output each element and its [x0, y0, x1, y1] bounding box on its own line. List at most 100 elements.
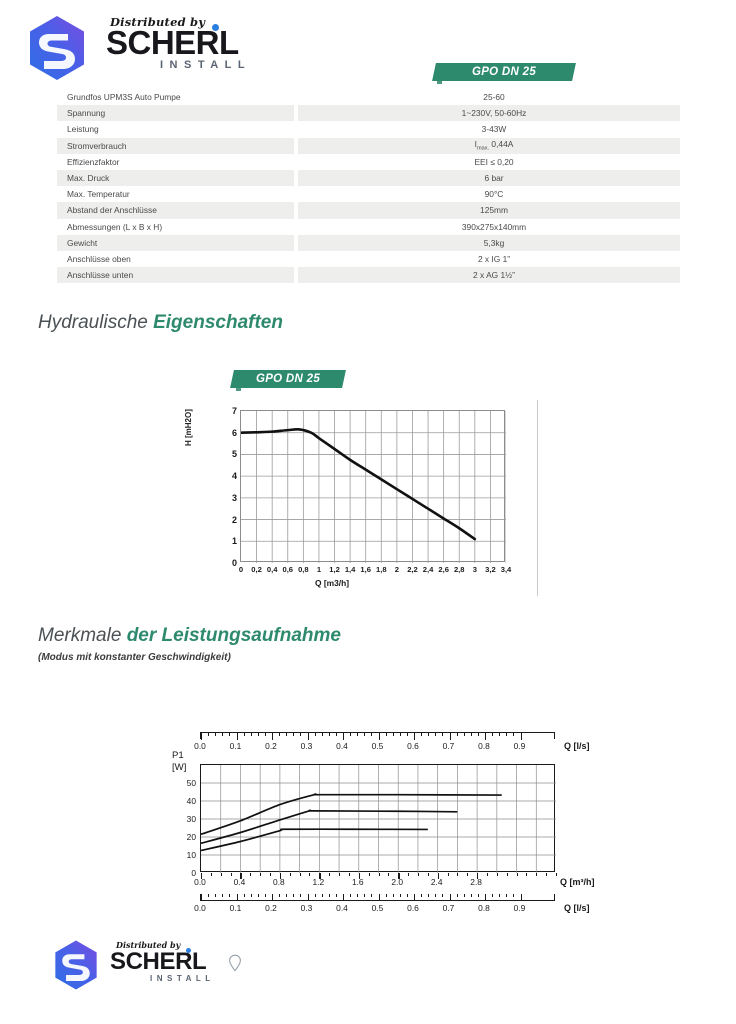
power-chart-xtick-ls: 0.9 — [513, 903, 526, 913]
scale-minor-tick — [428, 894, 429, 898]
hydraulic-chart-xtick: 2,4 — [422, 565, 434, 574]
power-chart-xtick-ls: 0.4 — [336, 741, 348, 751]
scale-minor-tick — [388, 873, 390, 876]
section-title-power-plain: Merkmale — [38, 625, 127, 646]
column-gap — [294, 250, 298, 268]
column-gap — [294, 186, 298, 203]
hydraulic-chart-xtick: 1,4 — [344, 565, 356, 574]
scale-minor-tick — [506, 873, 508, 876]
scale-major-tick — [201, 733, 203, 740]
hydraulic-chart-xtick: 1 — [316, 565, 322, 574]
scale-minor-tick — [215, 894, 216, 898]
scale-major-tick — [378, 733, 380, 740]
power-curve-path — [201, 828, 428, 852]
brand-logo: Distributed by SCHERL INSTALL — [26, 12, 286, 84]
scale-minor-tick — [435, 894, 437, 898]
scale-minor-tick — [406, 733, 408, 737]
scale-minor-tick — [492, 733, 493, 737]
scale-minor-tick — [421, 894, 422, 898]
scale-minor-tick — [385, 733, 387, 737]
scale-minor-tick — [293, 733, 295, 737]
scale-minor-tick — [421, 733, 422, 737]
scale-minor-tick — [378, 733, 380, 737]
table-row: Spannung 1~230V, 50-60Hz — [57, 105, 680, 122]
scale-minor-tick — [279, 894, 280, 898]
scale-minor-tick — [229, 733, 231, 737]
hydraulic-chart-canvas — [241, 411, 506, 563]
power-chart-xtick-ls: 0.0 — [194, 741, 206, 751]
column-gap — [294, 137, 298, 154]
scale-minor-tick — [513, 894, 515, 898]
scale-minor-tick — [215, 733, 216, 737]
scale-minor-tick — [358, 873, 360, 876]
scale-minor-tick — [243, 894, 245, 898]
power-chart-xtick-m3h: 0.0 — [194, 877, 206, 887]
table-row: Max. Temperatur 90°C — [57, 186, 680, 203]
scale-minor-tick — [417, 873, 419, 876]
spec-value: 2 x AG 1½” — [298, 267, 680, 284]
scale-minor-tick — [350, 733, 351, 737]
power-chart-xtick-ls: 0.0 — [194, 903, 206, 913]
spec-key: Effizienzfaktor — [67, 156, 120, 167]
spec-key: Max. Druck — [57, 169, 294, 187]
power-chart-w-label: [W] — [172, 762, 187, 773]
product-badge-header: GPO DN 25 — [432, 63, 576, 81]
scale-major-tick — [520, 894, 522, 901]
scale-minor-tick — [300, 894, 302, 898]
spec-key: Anschlüsse unten — [57, 267, 294, 284]
spec-value: Imax. 0,44A — [298, 137, 680, 154]
scale-major-tick — [485, 733, 487, 740]
scale-minor-tick — [321, 733, 323, 737]
scale-minor-tick — [477, 733, 479, 737]
scale-minor-tick — [428, 733, 429, 737]
scale-major-tick — [201, 894, 203, 901]
brand-wordmark: Distributed by SCHERL INSTALL — [92, 12, 292, 82]
spec-key: Grundfos UPM3S Auto Pumpe — [67, 92, 181, 103]
scale-minor-tick — [240, 873, 242, 876]
scale-minor-tick — [371, 733, 373, 737]
scale-minor-tick — [314, 733, 316, 737]
scale-minor-tick — [463, 733, 465, 737]
scherl-hexagon-logo-footer — [55, 940, 97, 990]
scale-minor-tick — [220, 873, 222, 876]
scale-minor-tick — [293, 894, 295, 898]
location-pin-icon — [229, 954, 241, 972]
hydraulic-chart-xtick: 1,8 — [376, 565, 387, 574]
scale-minor-tick — [442, 894, 444, 898]
power-chart-ls-unit: Q [l/s] — [564, 903, 590, 913]
power-chart-xtick-ls: 0.1 — [229, 741, 242, 751]
hydraulic-chart-ytick: 1 — [231, 536, 237, 547]
scale-minor-tick — [201, 733, 202, 737]
scale-minor-tick — [520, 894, 522, 898]
table-row: Effizienzfaktor EEI ≤ 0,20 — [57, 153, 680, 170]
scale-minor-tick — [286, 894, 287, 898]
spec-key: Max. Temperatur — [67, 189, 130, 200]
scale-minor-tick — [236, 894, 238, 898]
scale-minor-tick — [456, 733, 458, 737]
hydraulic-chart-xtick: 2,8 — [453, 565, 465, 574]
scale-major-tick — [272, 894, 274, 901]
scale-minor-tick — [208, 733, 209, 737]
scale-minor-tick — [286, 733, 287, 737]
power-chart-xtick-ls: 0.5 — [371, 741, 384, 751]
spec-key: Gewicht — [57, 234, 294, 251]
scale-minor-tick — [250, 873, 252, 876]
scale-minor-tick — [477, 894, 479, 898]
scale-minor-tick — [457, 873, 459, 876]
scale-minor-tick — [201, 894, 202, 898]
scale-minor-tick — [499, 894, 500, 898]
power-chart-top-unit: Q [l/s] — [564, 741, 590, 751]
scale-minor-tick — [406, 894, 408, 898]
table-row: Grundfos UPM3S Auto Pumpe 25-60 — [57, 89, 680, 106]
scale-minor-tick — [449, 733, 451, 737]
scale-minor-tick — [222, 894, 224, 898]
scale-minor-tick — [243, 733, 245, 737]
scale-minor-tick — [264, 894, 266, 898]
hydraulic-chart-ytick: 4 — [231, 471, 237, 482]
scale-minor-tick — [364, 894, 366, 898]
scale-minor-tick — [470, 894, 472, 898]
scale-minor-tick — [447, 873, 449, 876]
scale-minor-tick — [335, 733, 337, 737]
scale-major-tick — [378, 894, 380, 901]
scale-major-tick — [449, 894, 451, 901]
